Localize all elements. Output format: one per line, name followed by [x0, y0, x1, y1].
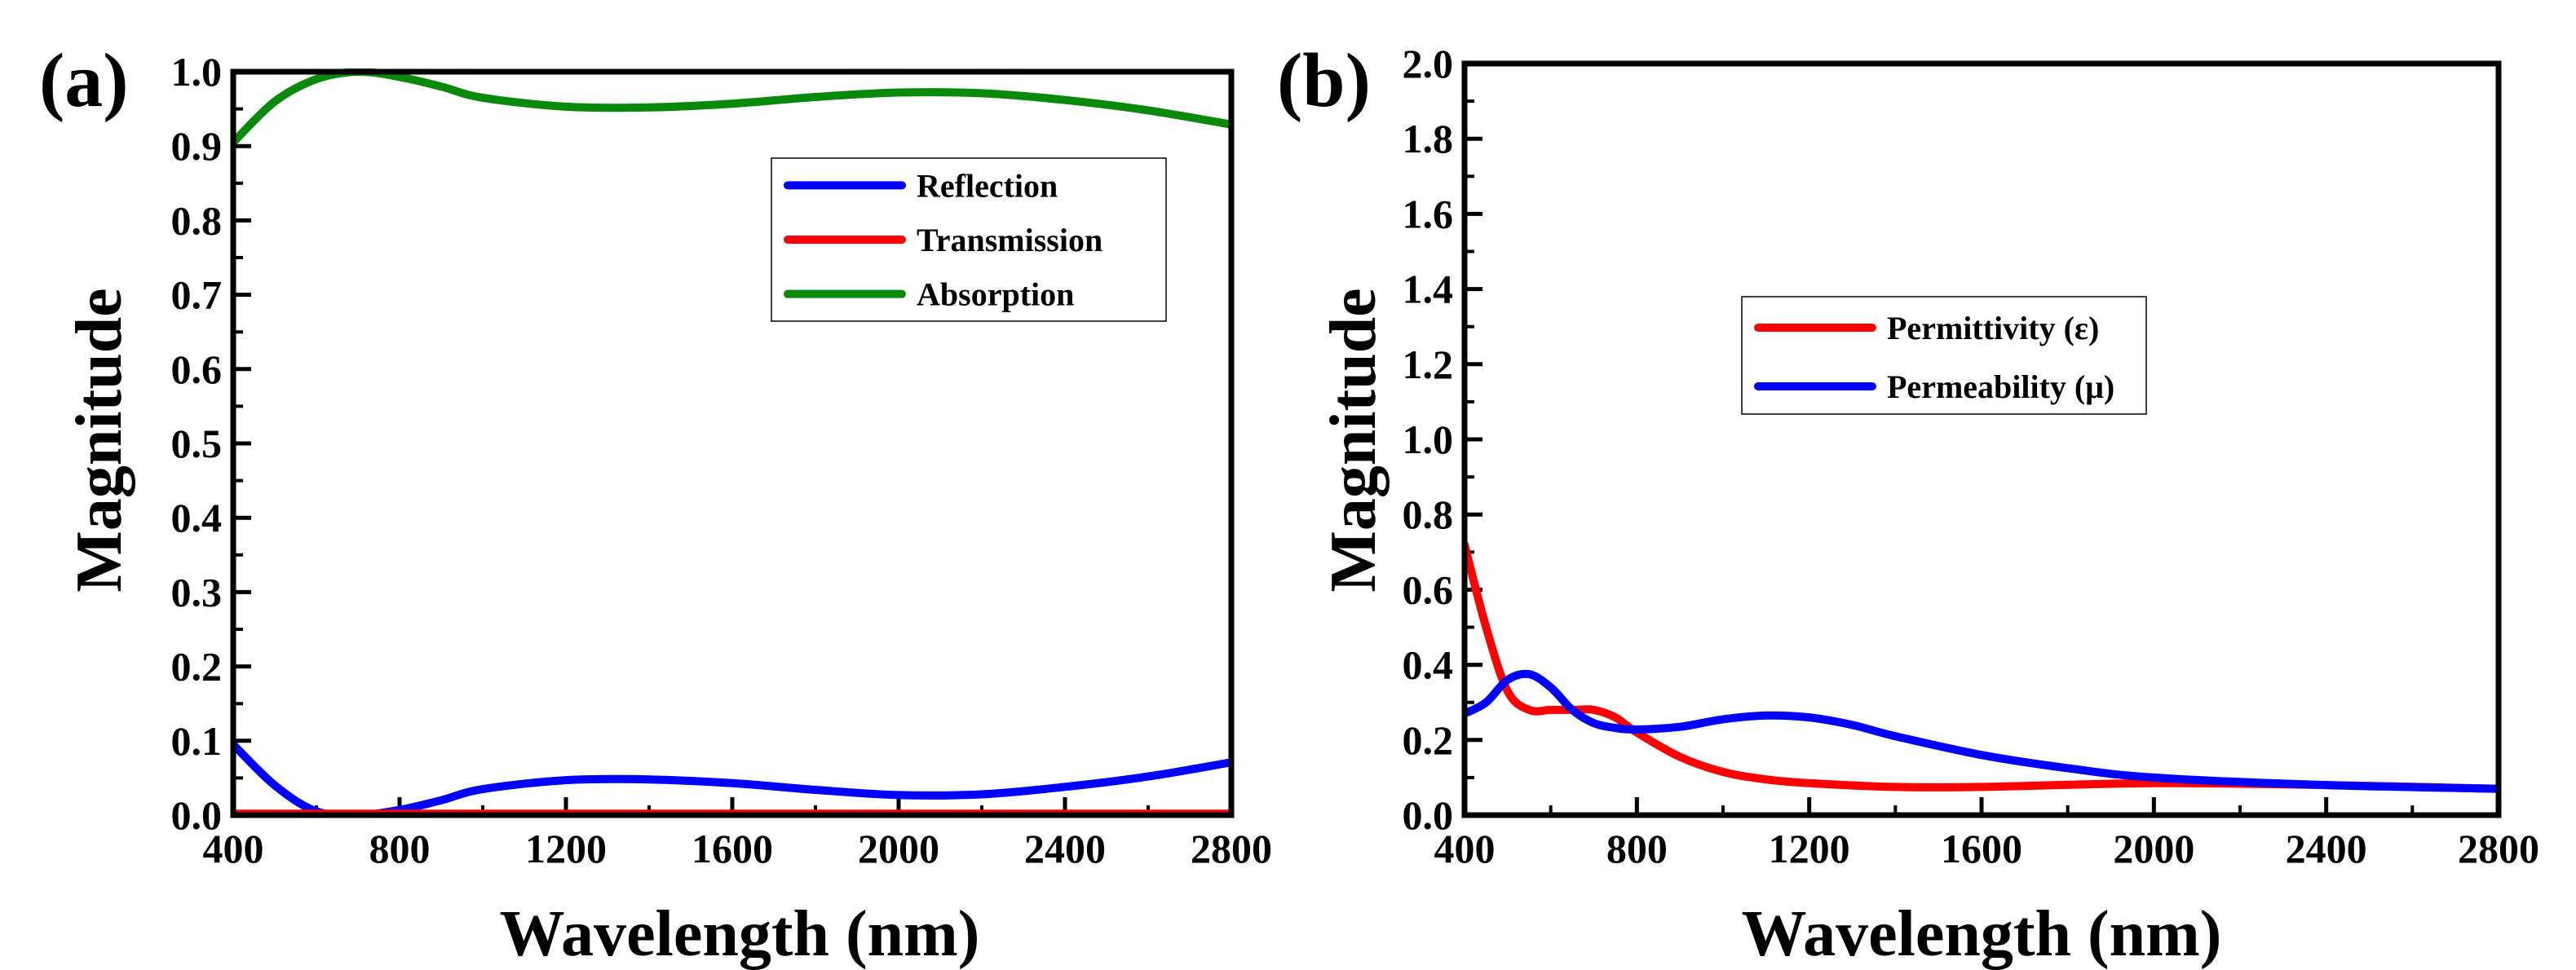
- y-tick-label: 0.0: [1403, 792, 1454, 838]
- x-tick-label: 2000: [2113, 826, 2194, 871]
- x-tick-label: 1600: [1941, 826, 2022, 871]
- y-tick-label: 0.2: [171, 644, 223, 690]
- y-tick-label: 1.0: [171, 49, 223, 95]
- panel-b-ylabel: Magnitude: [1318, 288, 1390, 592]
- panel-a: (a) 400 800 1200 1600 2000 2400 2800 0.0 0.1 0.2 0…: [39, 38, 1272, 970]
- x-tick-label: 1600: [691, 826, 773, 871]
- x-tick-label: 800: [1606, 826, 1668, 871]
- panel-a-frame: [230, 68, 1235, 818]
- panel-b-legend: Permittivity (ε) Permeability (μ): [1741, 296, 2147, 415]
- x-tick-label: 800: [369, 826, 431, 871]
- y-tick-label: 0.3: [171, 569, 223, 615]
- y-tick-label: 1.8: [1403, 116, 1454, 161]
- x-tick-label: 2400: [2286, 826, 2367, 871]
- panel-a-label: (a): [39, 38, 129, 123]
- series-line-reflection: [233, 740, 1231, 815]
- x-tick-label: 1200: [525, 826, 607, 871]
- panel-b-series: [1465, 540, 2499, 793]
- y-tick-label: 0.6: [1403, 567, 1454, 612]
- panel-a-ticks: 400 800 1200 1600 2000 2400 2800 0.0 0.1 0.2 0.3 0.…: [171, 49, 1273, 871]
- y-tick-label: 0.6: [171, 346, 223, 392]
- y-tick-label: 0.7: [171, 272, 223, 318]
- y-tick-label: 1.0: [1403, 417, 1454, 462]
- y-tick-label: 1.6: [1403, 191, 1454, 236]
- y-tick-label: 1.2: [1403, 342, 1454, 387]
- y-tick-label: 2.0: [1403, 41, 1454, 86]
- legend-label: Absorption: [917, 276, 1074, 313]
- x-tick-label: 1200: [1769, 826, 1850, 871]
- panel-a-ylabel: Magnitude: [64, 288, 135, 592]
- panel-b: (b) 400 800 1200 1600 2000 2400 2800 0.0 0.2 0.4 0…: [1277, 38, 2539, 970]
- y-tick-label: 0.2: [1403, 717, 1454, 763]
- x-tick-label: 400: [203, 826, 264, 871]
- x-tick-label: 2800: [2458, 826, 2539, 871]
- legend-box: [1741, 296, 2147, 415]
- y-tick-label: 0.0: [171, 792, 223, 838]
- legend-label: Reflection: [917, 167, 1058, 204]
- y-tick-label: 0.5: [171, 421, 223, 466]
- y-tick-label: 0.4: [171, 495, 223, 540]
- x-tick-label: 400: [1434, 826, 1496, 871]
- y-tick-label: 0.4: [1403, 642, 1454, 688]
- series-line-absorption: [233, 68, 1231, 147]
- x-tick-label: 2400: [1024, 826, 1106, 871]
- x-tick-label: 2800: [1191, 826, 1272, 871]
- legend-label: Permittivity (ε): [1887, 310, 2099, 346]
- y-tick-label: 0.8: [1403, 492, 1454, 537]
- legend-label: Permeability (μ): [1887, 368, 2114, 405]
- y-tick-label: 1.4: [1403, 267, 1454, 312]
- panel-a-xlabel: Wavelength (nm): [500, 898, 980, 970]
- legend-label: Transmission: [917, 222, 1102, 258]
- series-line-permittivity: [1465, 540, 2499, 793]
- y-tick-label: 0.8: [171, 197, 223, 243]
- panel-b-xlabel: Wavelength (nm): [1742, 898, 2222, 970]
- y-tick-label: 0.9: [171, 123, 223, 169]
- x-tick-label: 2000: [858, 826, 939, 871]
- panel-b-frame: [1461, 60, 2502, 818]
- panel-b-label: (b): [1277, 38, 1371, 123]
- y-tick-label: 0.1: [171, 718, 223, 764]
- panel-a-legend: Reflection Transmission Absorption: [771, 157, 1167, 322]
- panel-b-ticks: 400 800 1200 1600 2000 2400 2800 0.0 0.2 0.4 0.6 0.…: [1403, 41, 2540, 871]
- series-line-permeability: [1465, 669, 2499, 793]
